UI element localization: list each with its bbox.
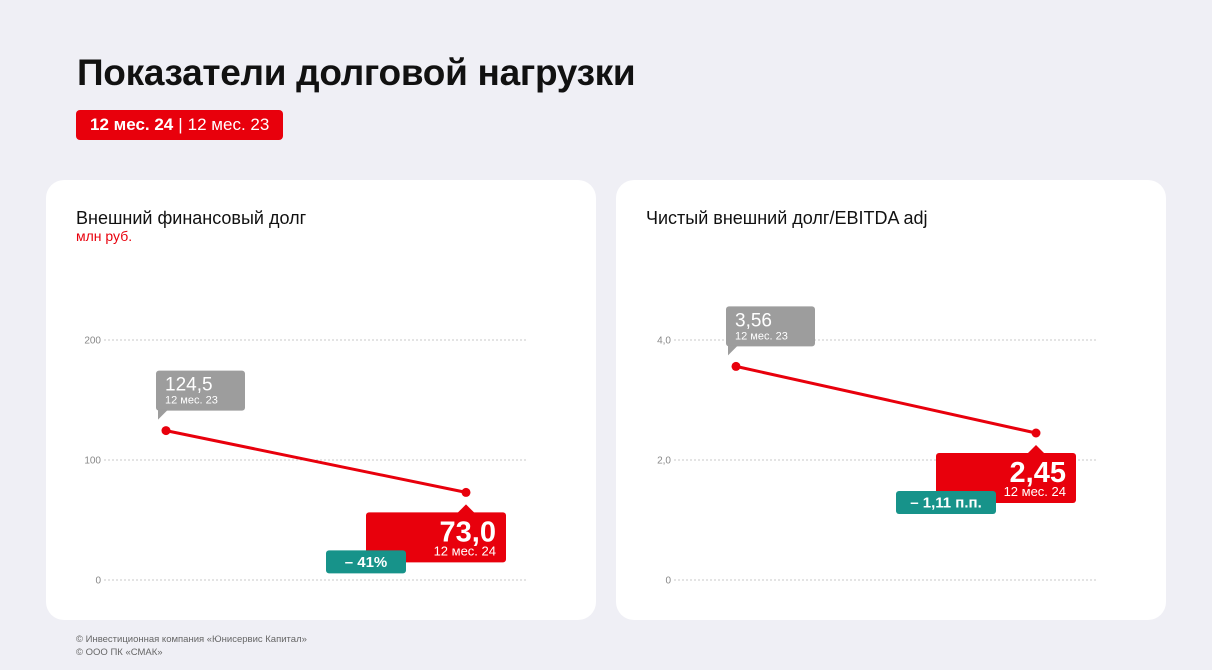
chart-card-net-debt-ebitda: Чистый внешний долг/EBITDA adj 0 2,0 4,0 3,… xyxy=(616,180,1166,620)
change-badge: – 1,11 п.п. xyxy=(896,491,996,514)
data-point-current xyxy=(461,487,471,497)
callout-current-period: 12 мес. 24 xyxy=(1004,484,1066,499)
y-tick-label: 200 xyxy=(84,336,101,347)
data-point-previous xyxy=(161,426,171,436)
callout-previous-period: 12 мес. 23 xyxy=(735,330,788,342)
change-badge: – 41% xyxy=(326,550,406,574)
y-tick-label: 0 xyxy=(665,576,671,587)
period-previous: 12 мес. 23 xyxy=(187,115,270,134)
period-current: 12 мес. 24 xyxy=(90,115,174,134)
chart-title: Чистый внешний долг/EBITDA adj xyxy=(646,208,928,228)
callout-current-value: 2,45 xyxy=(1010,457,1066,489)
change-badge-text: – 1,11 п.п. xyxy=(910,495,982,512)
footer-line: © Инвестиционная компания «Юнисервис Кап… xyxy=(76,634,307,645)
y-tick-label: 100 xyxy=(84,456,101,467)
y-tick-label: 0 xyxy=(95,576,101,587)
change-badge-text: – 41% xyxy=(345,554,388,571)
chart-card-external-debt: Внешний финансовый долг млн руб. 0 100 200… xyxy=(46,180,596,620)
footer: © Инвестиционная компания «Юнисервис Кап… xyxy=(76,633,307,659)
data-point-current xyxy=(1031,428,1041,438)
series-line xyxy=(164,429,468,494)
callout-current-period: 12 мес. 24 xyxy=(434,543,496,558)
callout-previous-period: 12 мес. 23 xyxy=(165,395,218,407)
page-title: Показатели долговой нагрузки xyxy=(77,52,636,93)
period-separator: | xyxy=(178,115,183,134)
callout-previous-value: 3,56 xyxy=(735,310,772,331)
y-tick-label: 2,0 xyxy=(657,456,671,467)
series-line xyxy=(734,364,1038,435)
chart-unit: млн руб. xyxy=(76,228,133,244)
callout-previous-value: 124,5 xyxy=(165,375,213,396)
y-tick-label: 4,0 xyxy=(657,336,671,347)
data-point-previous xyxy=(731,361,741,371)
footer-line: © ООО ПК «СМАК» xyxy=(76,647,163,658)
period-badge: 12 мес. 24 | 12 мес. 23 xyxy=(76,110,284,140)
callout-previous: 124,512 мес. 23 xyxy=(156,370,245,420)
callout-current-value: 73,0 xyxy=(440,516,496,548)
callout-current: 73,012 мес. 24 xyxy=(366,504,506,563)
chart-title: Внешний финансовый долг xyxy=(76,208,307,228)
